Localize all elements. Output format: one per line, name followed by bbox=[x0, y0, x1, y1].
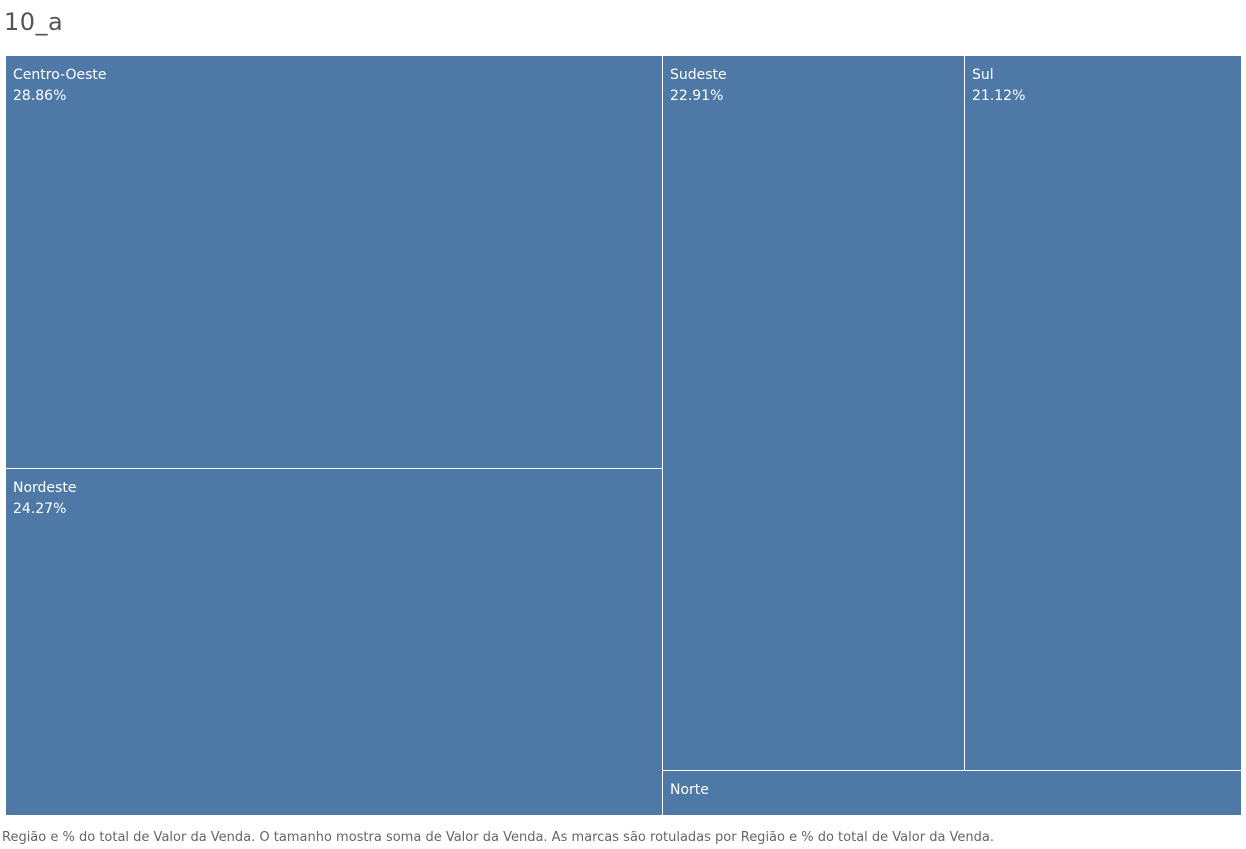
treemap-tile-nordeste[interactable]: Nordeste 24.27% bbox=[5, 468, 663, 816]
treemap-tile-norte[interactable]: Norte bbox=[662, 770, 1242, 816]
tile-region-name: Centro-Oeste bbox=[13, 67, 107, 83]
tile-region-name: Sul bbox=[972, 67, 994, 83]
tile-label: Sudeste 22.91% bbox=[670, 65, 727, 107]
treemap-chart: Centro-Oeste 28.86% Nordeste 24.27% Sudeste 2… bbox=[5, 55, 1242, 816]
tile-region-name: Sudeste bbox=[670, 67, 727, 83]
tile-percent-label: 21.12% bbox=[972, 88, 1026, 104]
chart-caption: Região e % do total de Valor da Venda. O… bbox=[2, 830, 995, 845]
tile-region-name: Norte bbox=[670, 782, 709, 798]
tile-label: Nordeste 24.27% bbox=[13, 478, 76, 520]
tile-label: Centro-Oeste 28.86% bbox=[13, 65, 107, 107]
treemap-tile-sudeste[interactable]: Sudeste 22.91% bbox=[662, 55, 965, 771]
tile-percent-label: 22.91% bbox=[670, 88, 724, 104]
tile-label: Norte bbox=[670, 780, 709, 801]
tile-region-name: Nordeste bbox=[13, 480, 77, 496]
chart-title: 10_a bbox=[4, 8, 64, 36]
treemap-tile-centro-oeste[interactable]: Centro-Oeste 28.86% bbox=[5, 55, 663, 469]
tile-label: Sul 21.12% bbox=[972, 65, 1025, 107]
tile-percent-label: 28.86% bbox=[13, 88, 67, 104]
treemap-tile-sul[interactable]: Sul 21.12% bbox=[964, 55, 1242, 771]
tile-percent-label: 24.27% bbox=[13, 501, 67, 517]
